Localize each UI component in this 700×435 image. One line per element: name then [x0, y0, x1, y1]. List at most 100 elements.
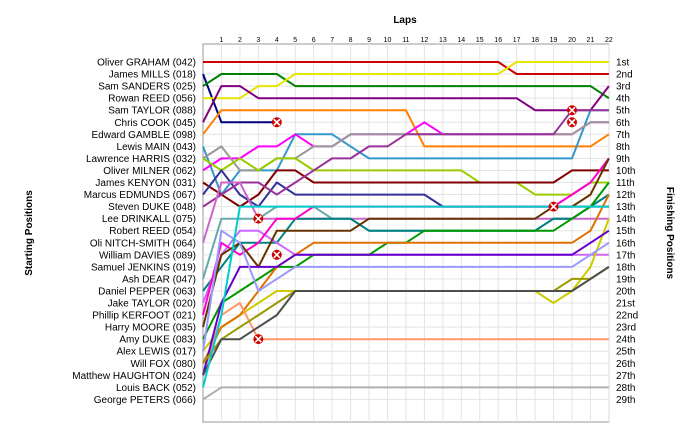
lap-tick-label: 6	[312, 37, 316, 44]
y-axis-right-title: Finishing Positions	[664, 187, 675, 280]
starting-position-label: Phillip KERFOOT (021)	[92, 311, 196, 322]
driver-line	[203, 61, 609, 100]
starting-position-label: Oliver GRAHAM (042)	[97, 58, 196, 69]
starting-position-label: Edward GAMBLE (098)	[92, 130, 197, 141]
starting-position-label: William DAVIES (089)	[99, 250, 196, 261]
starting-position-label: Will FOX (080)	[130, 359, 196, 370]
starting-position-label: Daniel PEPPER (063)	[98, 286, 196, 297]
lap-tick-label: 12	[421, 37, 429, 44]
lap-tick-label: 22	[605, 37, 613, 44]
lap-tick-label: 4	[275, 37, 279, 44]
finishing-position-labels: 1st2nd3rd4th5th6th7th8th9th10th11th12th1…	[616, 58, 638, 406]
lap-tick-label: 1	[219, 37, 223, 44]
starting-position-label: Matthew HAUGHTON (024)	[72, 371, 196, 382]
starting-position-label: Jake TAYLOR (020)	[108, 299, 196, 310]
driver-line	[202, 229, 610, 376]
lap-tick-label: 21	[587, 37, 595, 44]
driver-line	[202, 266, 610, 376]
retired-marker-icon	[567, 105, 577, 116]
finishing-position-label: 22nd	[616, 311, 638, 322]
finishing-position-label: 13th	[616, 202, 635, 213]
lap-tick-label: 14	[457, 37, 465, 44]
starting-position-label: Amy DUKE (083)	[119, 335, 196, 346]
finishing-position-label: 7th	[616, 130, 630, 141]
driver-line	[202, 73, 610, 100]
retired-marker-cross	[273, 251, 281, 259]
driver-lines	[202, 61, 610, 401]
lap-tick-label: 3	[256, 37, 260, 44]
starting-position-label: Ash DEAR (047)	[122, 274, 196, 285]
finishing-position-label: 4th	[616, 94, 630, 105]
starting-position-label: Samuel JENKINS (019)	[91, 262, 196, 273]
lap-tick-label: 9	[367, 37, 371, 44]
driver-line	[202, 157, 609, 196]
starting-position-label: Lawrence HARRIS (032)	[86, 154, 196, 165]
starting-position-label: George PETERS (066)	[94, 395, 196, 406]
finishing-position-label: 1st	[616, 58, 630, 69]
finishing-position-label: 12th	[616, 190, 635, 201]
finishing-position-label: 3rd	[616, 82, 630, 93]
retired-marker-icon	[271, 249, 282, 260]
starting-position-label: Steven DUKE (048)	[108, 202, 196, 213]
starting-position-label: Louis BACK (052)	[116, 383, 196, 394]
finishing-position-label: 29th	[616, 395, 635, 406]
retired-marker-icon	[548, 201, 559, 212]
driver-line	[202, 229, 610, 352]
lap-tick-label: 17	[513, 37, 521, 44]
finishing-position-label: 19th	[616, 274, 635, 285]
finishing-position-label: 11th	[616, 178, 635, 189]
retirement-markers	[253, 105, 577, 345]
finishing-position-label: 9th	[616, 154, 630, 165]
lap-tick-label: 19	[550, 37, 558, 44]
lap-tick-labels: 1 2 3 4 5 6 7 8 9 10 11 12 13 14 15 16 17 18 19 20 21 22	[219, 37, 612, 44]
retired-marker-cross	[254, 335, 262, 343]
chart-title: Laps	[393, 15, 417, 26]
starting-position-label: Robert REED (054)	[109, 226, 196, 237]
lap-tick-label: 20	[568, 37, 576, 44]
retired-marker-icon	[253, 213, 264, 224]
starting-position-label: Harry MOORE (035)	[105, 323, 196, 334]
finishing-position-label: 28th	[616, 383, 635, 394]
starting-position-label: Oli NITCH-SMITH (064)	[90, 238, 196, 249]
finishing-position-label: 8th	[616, 142, 630, 153]
finishing-position-label: 5th	[616, 106, 630, 117]
starting-position-label: Lewis MAIN (043)	[117, 142, 196, 153]
retired-marker-cross	[568, 106, 576, 114]
driver-line	[203, 61, 609, 75]
lap-tick-label: 8	[349, 37, 353, 44]
driver-line	[202, 205, 609, 388]
driver-line	[202, 194, 610, 364]
finishing-position-label: 18th	[616, 262, 635, 273]
retired-marker-cross	[254, 215, 262, 223]
driver-line	[202, 169, 609, 208]
driver-line	[202, 85, 610, 123]
finishing-position-label: 15th	[616, 226, 635, 237]
starting-position-label: Oliver MILNER (062)	[103, 166, 196, 177]
lap-tick-label: 15	[476, 37, 484, 44]
driver-line	[202, 73, 277, 124]
finishing-position-label: 16th	[616, 238, 635, 249]
driver-line	[202, 157, 610, 328]
y-axis-left-title: Starting Positions	[24, 190, 35, 276]
starting-position-label: Sam SANDERS (025)	[98, 82, 196, 93]
finishing-position-label: 26th	[616, 359, 635, 370]
finishing-position-label: 17th	[616, 250, 635, 261]
retired-marker-icon	[253, 334, 264, 345]
starting-position-label: Sam TAYLOR (088)	[108, 106, 196, 117]
finishing-position-label: 24th	[616, 335, 635, 346]
finishing-position-label: 25th	[616, 347, 635, 358]
lap-tick-label: 16	[494, 37, 502, 44]
starting-position-label: James MILLS (018)	[109, 70, 196, 81]
lap-tick-label: 13	[439, 37, 447, 44]
finishing-position-label: 27th	[616, 371, 635, 382]
finishing-position-label: 20th	[616, 286, 635, 297]
finishing-position-label: 21st	[616, 299, 635, 310]
finishing-position-label: 10th	[616, 166, 635, 177]
finishing-position-label: 14th	[616, 214, 635, 225]
retired-marker-icon	[567, 117, 577, 128]
retired-marker-icon	[271, 117, 282, 128]
retired-marker-cross	[549, 203, 558, 211]
starting-position-label: Rowan REED (056)	[108, 94, 196, 105]
finishing-position-label: 6th	[616, 118, 630, 129]
